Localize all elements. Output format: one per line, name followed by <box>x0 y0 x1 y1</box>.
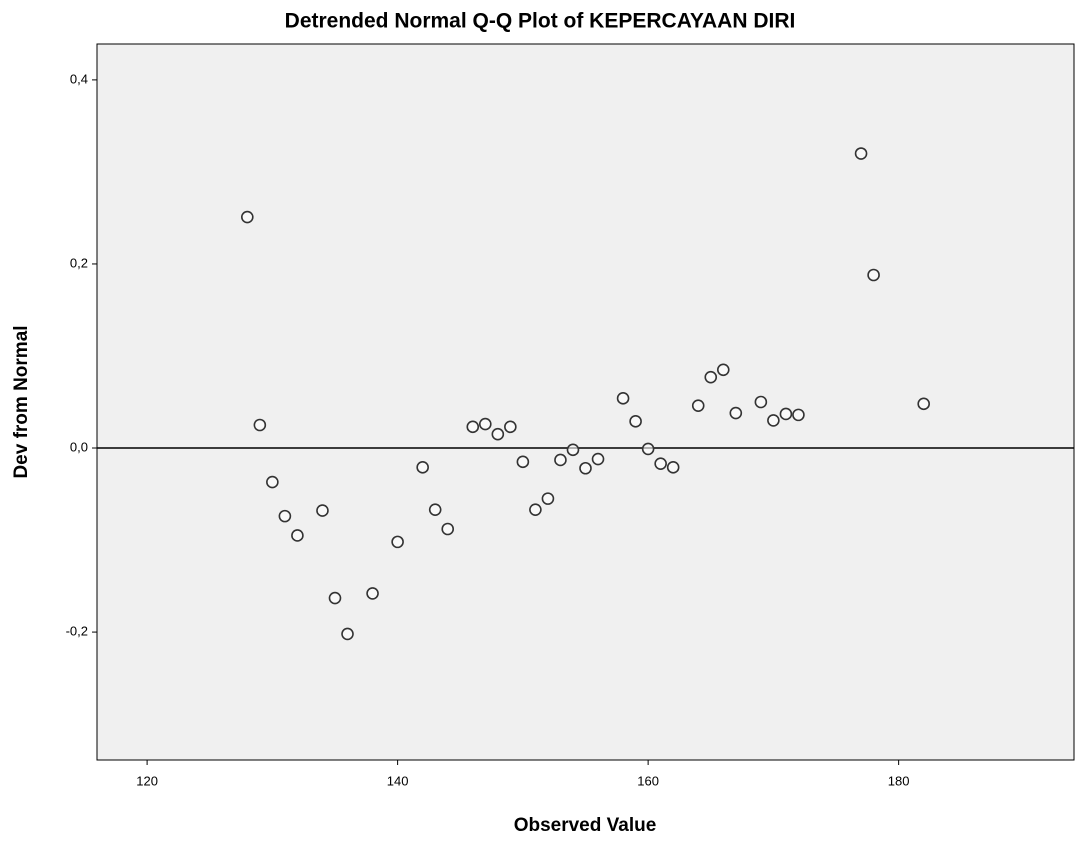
point <box>579 461 592 475</box>
point <box>341 627 354 641</box>
point <box>654 457 667 470</box>
point <box>441 522 455 536</box>
point <box>391 535 404 549</box>
point <box>704 370 718 384</box>
point <box>566 443 580 457</box>
x-axis-label: Observed Value <box>514 815 657 836</box>
point <box>591 452 605 466</box>
point <box>641 442 655 456</box>
point <box>767 414 780 427</box>
y-tick-label: 0,4 <box>70 71 88 86</box>
point <box>478 417 492 431</box>
point <box>716 363 730 377</box>
x-tick-label: 120 <box>136 773 158 788</box>
point <box>416 461 429 474</box>
y-tick-label: 0,0 <box>70 439 88 454</box>
point <box>529 503 542 516</box>
point <box>541 492 555 505</box>
point <box>917 397 930 411</box>
y-tick-label: 0,2 <box>70 255 88 270</box>
point <box>691 399 705 412</box>
point <box>616 392 630 405</box>
point <box>266 475 279 489</box>
point <box>754 395 768 409</box>
y-tick-label: -0,2 <box>66 624 88 639</box>
point <box>291 529 304 542</box>
point <box>554 453 567 467</box>
chart-title: Detrended Normal Q-Q Plot of KEPERCAYAAN… <box>285 10 796 33</box>
x-tick-label: 180 <box>888 773 910 788</box>
point <box>241 210 254 224</box>
point <box>278 509 292 523</box>
point <box>666 461 680 474</box>
point <box>629 415 642 428</box>
point <box>428 503 442 516</box>
point <box>779 407 793 421</box>
point <box>316 504 329 517</box>
point <box>504 420 517 434</box>
point <box>729 406 743 420</box>
point <box>792 408 805 422</box>
x-tick-label: 160 <box>637 773 659 788</box>
plot-area <box>96 43 1075 761</box>
point <box>867 268 880 282</box>
point <box>854 147 868 160</box>
point <box>253 418 267 432</box>
point <box>466 420 480 434</box>
point <box>328 591 342 605</box>
x-tick-label: 140 <box>387 773 409 788</box>
point <box>491 427 505 441</box>
point <box>366 587 379 600</box>
y-axis-label: Dev from Normal <box>11 325 32 478</box>
point <box>516 455 530 469</box>
